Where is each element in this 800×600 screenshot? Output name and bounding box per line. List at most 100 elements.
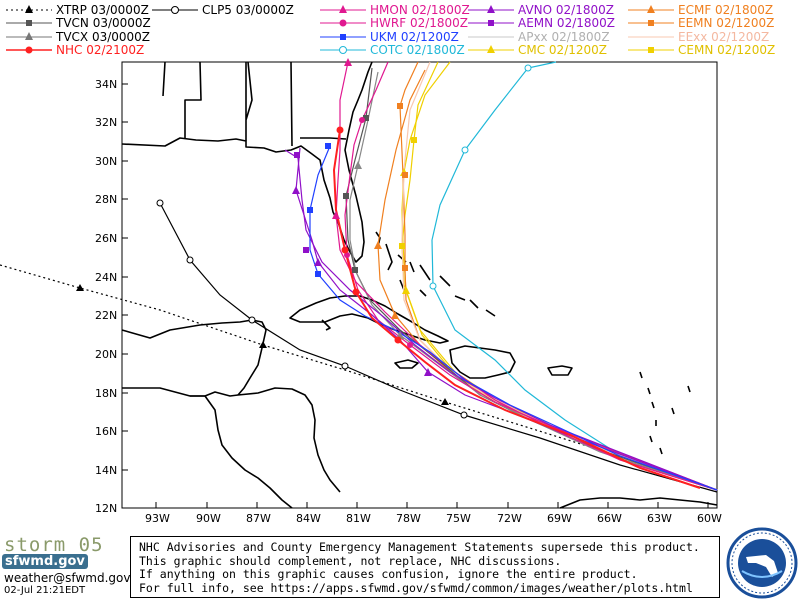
lon-label: 72W (497, 512, 522, 525)
longitude-labels: 93W 90W 87W 84W 81W 78W 75W 72W 69W 66W … (145, 512, 722, 525)
tvcx-marker (354, 161, 362, 169)
clp5-marker (156, 199, 164, 207)
cotc-marker (429, 282, 437, 290)
lat-label: 20N (95, 348, 117, 361)
legend-item-tvcn: TVCN 03/0000Z (4, 16, 151, 30)
hmon-marker (344, 58, 352, 66)
legend-item-xtrp: XTRP 03/0000Z (4, 3, 149, 17)
lat-label: 26N (95, 232, 117, 245)
aemn-marker (303, 247, 309, 253)
lon-label: 90W (196, 512, 221, 525)
legend-label: COTC 02/1800Z (370, 43, 465, 57)
clp5-marker (341, 362, 349, 370)
disclaimer-line: If anything on this graphic causes confu… (139, 567, 638, 581)
lat-label: 18N (95, 387, 117, 400)
legend-label: XTRP 03/0000Z (56, 3, 149, 17)
eemn-marker (397, 103, 403, 109)
site-logo[interactable]: sfwmd.gov (2, 554, 88, 569)
legend-item-eemn: EEMN 02/1200Z (626, 16, 798, 30)
avno-marker (314, 258, 322, 266)
hmon-marker (332, 211, 340, 219)
legend-item-clp5: CLP5 03/0000Z (150, 3, 310, 17)
cemn-marker (399, 243, 405, 249)
lat-label: 28N (95, 193, 117, 206)
tvcn-marker (363, 115, 369, 121)
cemn-marker (411, 137, 417, 143)
legend-label: EExx 02/1200Z (678, 30, 770, 44)
eemn-marker (402, 265, 408, 271)
legend-item-avno: AVNO 02/1800Z (466, 3, 616, 17)
legend-label: AEMN 02/1800Z (518, 16, 616, 30)
lon-label: 81W (346, 512, 371, 525)
legend-label: HMON 02/1800Z (370, 3, 470, 17)
legend-label: TVCN 03/0000Z (56, 16, 151, 30)
tvcn-marker (352, 267, 358, 273)
legend-label: CMC 02/1200Z (518, 43, 607, 57)
disclaimer-box: NHC Advisories and County Emergency Mana… (130, 536, 720, 598)
legend-item-cemn: CEMN 02/1200Z (626, 43, 798, 57)
ukm-marker (315, 271, 321, 277)
hwrf-marker (344, 252, 350, 258)
legend-item-hmon: HMON 02/1800Z (318, 3, 470, 17)
xtrp-marker (441, 398, 449, 405)
lon-label: 69W (547, 512, 572, 525)
legend-item-aemn: AEMN 02/1800Z (466, 16, 616, 30)
clp5-marker (460, 411, 468, 419)
legend-label: AVNO 02/1800Z (518, 3, 614, 17)
legend-item-ukm: UKM 02/1200Z (318, 30, 468, 44)
xtrp-marker (259, 341, 267, 348)
sfwmd-seal-logo (726, 527, 798, 599)
xtrp-marker (76, 284, 84, 291)
legend-label: UKM 02/1200Z (370, 30, 459, 44)
disclaimer-line: This graphic should complement, not repl… (139, 553, 562, 568)
tvcn-marker (343, 193, 349, 199)
avno-marker (292, 186, 300, 194)
track-xtrp (0, 264, 718, 491)
disclaimer-link-line[interactable]: For full info, see https://apps.sfwmd.go… (139, 580, 693, 595)
legend-label: NHC 02/2100Z (56, 43, 145, 57)
legend-item-cotc: COTC 02/1800Z (318, 43, 468, 57)
ukm-marker (325, 143, 331, 149)
lon-label: 78W (396, 512, 421, 525)
cotc-marker (524, 64, 532, 72)
legend-item-eexx: EExx 02/1200Z (626, 30, 798, 44)
legend-label: HWRF 02/1800Z (370, 16, 469, 30)
coastlines (121, 61, 718, 509)
map-frame (121, 61, 718, 509)
track-aemn (284, 149, 718, 491)
lon-label: 84W (296, 512, 321, 525)
legend-label: ECMF 02/1800Z (678, 3, 774, 17)
legend-label: EEMN 02/1200Z (678, 16, 775, 30)
hwrf-marker (407, 342, 413, 348)
model-legend: XTRP 03/0000Z TVCN 03/0000Z TVCX 03/0000… (0, 0, 800, 62)
legend-item-tvcx: TVCX 03/0000Z (4, 30, 150, 44)
lon-label: 93W (145, 512, 170, 525)
legend-label: APxx 02/1800Z (518, 30, 610, 44)
legend-label: TVCX 03/0000Z (56, 30, 151, 44)
latitude-labels: 34N 32N 30N 28N 26N 24N 22N 20N 18N 16N … (95, 78, 117, 515)
nhc-marker (341, 246, 349, 254)
ecmf-marker (391, 311, 399, 319)
timestamp: 02-Jul 21:21EDT (4, 585, 86, 596)
brand-logo-text: storm_05 (4, 534, 104, 556)
footer-branding: storm_05 sfwmd.gov weather@sfwmd.gov 02-… (0, 534, 131, 600)
lon-label: 60W (697, 512, 722, 525)
lat-label: 16N (95, 425, 117, 438)
legend-label: CLP5 03/0000Z (202, 3, 294, 17)
nhc-marker (352, 288, 360, 296)
ecmf-marker (374, 241, 382, 249)
lat-label: 32N (95, 116, 117, 129)
contact-email[interactable]: weather@sfwmd.gov (4, 571, 131, 585)
track-ukm (309, 145, 718, 491)
cotc-marker (461, 146, 469, 154)
cmc-marker (402, 286, 410, 294)
lon-label: 63W (647, 512, 672, 525)
nhc-marker (336, 126, 344, 134)
eemn-marker (402, 172, 408, 178)
clp5-marker (186, 256, 194, 264)
lon-label: 87W (246, 512, 271, 525)
grid-ticks (122, 83, 709, 508)
hwrf-marker (359, 117, 365, 123)
clp5-marker (248, 316, 256, 324)
disclaimer-line: NHC Advisories and County Emergency Mana… (139, 540, 700, 554)
